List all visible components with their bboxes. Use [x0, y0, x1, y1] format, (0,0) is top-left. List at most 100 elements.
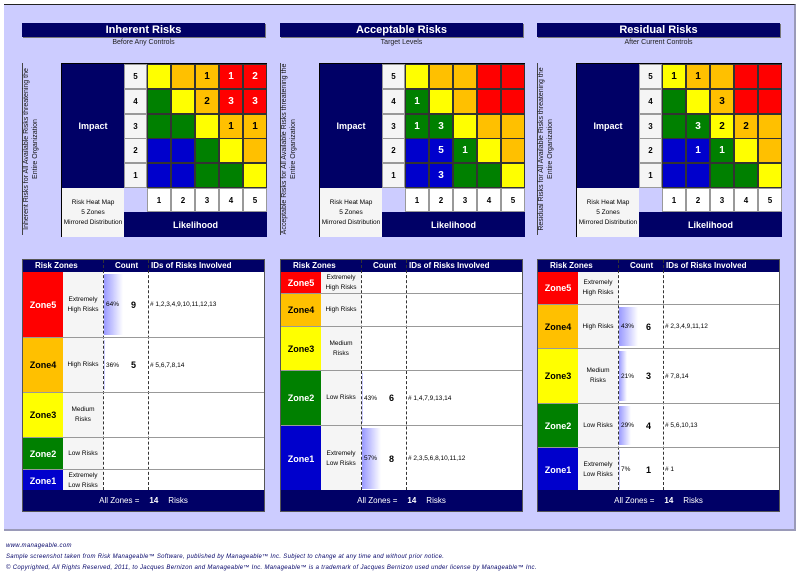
- heat-map-cell[interactable]: 3: [686, 113, 710, 139]
- heat-map-cell[interactable]: 1: [195, 64, 219, 89]
- heat-map-cell[interactable]: [686, 163, 710, 189]
- table-row[interactable]: Zone5 Extremely High Risks: [538, 272, 779, 305]
- heat-map-cell[interactable]: [501, 64, 525, 89]
- heat-map-cell[interactable]: 1: [662, 64, 686, 89]
- footer-url[interactable]: www.manageable.com: [6, 543, 72, 549]
- heat-map-cell[interactable]: 5: [429, 138, 453, 164]
- heat-map-cell[interactable]: [758, 64, 782, 89]
- heat-map-cell[interactable]: 1: [405, 88, 429, 114]
- heat-map-cell[interactable]: [147, 138, 171, 164]
- heat-map-cell[interactable]: [734, 64, 758, 89]
- heat-map-cell[interactable]: [243, 138, 267, 164]
- table-row[interactable]: Zone3 Medium Risks 21% 3 # 7,8,14: [538, 349, 779, 404]
- heat-map-cell[interactable]: [147, 88, 171, 114]
- table-row[interactable]: Zone2 Low Risks 29% 4 # 5,6,10,13: [538, 404, 779, 448]
- table-row[interactable]: Zone1 Extremely Low Risks: [23, 470, 264, 492]
- heat-map-cell[interactable]: [243, 163, 267, 189]
- heat-map-cell[interactable]: 1: [219, 113, 243, 139]
- total-count: 14: [407, 496, 417, 505]
- heat-map-cell[interactable]: [171, 113, 195, 139]
- table-row[interactable]: Zone3 Medium Risks: [23, 393, 264, 438]
- heat-map-cell[interactable]: [147, 113, 171, 139]
- heat-map-cell[interactable]: [453, 113, 477, 139]
- heat-map-cell[interactable]: [710, 163, 734, 189]
- table-row[interactable]: Zone2 Low Risks: [23, 438, 264, 470]
- heat-map-cell[interactable]: 3: [710, 88, 734, 114]
- heat-map-cell[interactable]: 1: [453, 138, 477, 164]
- heat-map-cell[interactable]: [195, 163, 219, 189]
- impact-axis-label: Impact: [62, 64, 124, 188]
- heat-map-cell[interactable]: [734, 88, 758, 114]
- heat-map-cell[interactable]: 1: [710, 138, 734, 164]
- heat-map-cell[interactable]: [501, 88, 525, 114]
- heat-map-cell[interactable]: [686, 88, 710, 114]
- heat-map-cell[interactable]: [195, 113, 219, 139]
- heat-map-cell[interactable]: 1: [686, 138, 710, 164]
- table-row[interactable]: Zone4 High Risks 36% 5 # 5,6,7,8,14: [23, 338, 264, 393]
- table-row[interactable]: Zone1 Extremely Low Risks 7% 1 # 1: [538, 448, 779, 492]
- heat-map-cell[interactable]: [758, 163, 782, 189]
- heat-map-cell[interactable]: [429, 64, 453, 89]
- table-header: Risk Zones Count IDs of Risks Involved: [281, 260, 522, 272]
- count: 3: [646, 371, 652, 381]
- heat-map-cell[interactable]: [477, 163, 501, 189]
- heat-map-cell[interactable]: [195, 138, 219, 164]
- heat-map-cell[interactable]: [429, 88, 453, 114]
- heat-map-cell[interactable]: [171, 163, 195, 189]
- heat-map-cell[interactable]: [477, 88, 501, 114]
- heat-map-cell[interactable]: 3: [219, 88, 243, 114]
- heat-map-cell[interactable]: 3: [243, 88, 267, 114]
- heat-map-cell[interactable]: 3: [429, 163, 453, 189]
- heat-map-cell[interactable]: [453, 64, 477, 89]
- heat-map-cell[interactable]: [710, 64, 734, 89]
- table-row[interactable]: Zone4 High Risks: [281, 294, 522, 327]
- heat-map-cell[interactable]: [662, 88, 686, 114]
- heat-map-cell[interactable]: [477, 138, 501, 164]
- heat-map-cell[interactable]: 2: [243, 64, 267, 89]
- heat-map-cell[interactable]: [662, 113, 686, 139]
- heat-map-cell[interactable]: 1: [243, 113, 267, 139]
- table-row[interactable]: Zone3 Medium Risks: [281, 327, 522, 371]
- table-row[interactable]: Zone5 Extremely High Risks 64% 9 # 1,2,3…: [23, 272, 264, 338]
- heat-map-cell[interactable]: [501, 163, 525, 189]
- count: 6: [646, 321, 652, 332]
- heat-map-cell[interactable]: [477, 113, 501, 139]
- heat-map-cell[interactable]: [171, 64, 195, 89]
- percent-bar: [619, 351, 627, 401]
- heat-map-cell[interactable]: 3: [429, 113, 453, 139]
- heat-map-cell[interactable]: [405, 138, 429, 164]
- heat-map-cell[interactable]: [219, 163, 243, 189]
- heat-map-cell[interactable]: [453, 88, 477, 114]
- heat-map-cell[interactable]: [662, 138, 686, 164]
- table-row[interactable]: Zone2 Low Risks 43% 6 # 1,4,7,9,13,14: [281, 371, 522, 426]
- heat-map-cell[interactable]: [219, 138, 243, 164]
- table-row[interactable]: Zone4 High Risks 43% 6 # 2,3,4,9,11,12: [538, 305, 779, 349]
- heat-map-cell[interactable]: 2: [710, 113, 734, 139]
- heat-map-cell[interactable]: [734, 163, 758, 189]
- count: 5: [131, 360, 137, 370]
- heat-map-cell[interactable]: 2: [195, 88, 219, 114]
- heat-map-cell[interactable]: 1: [219, 64, 243, 89]
- heat-map-cell[interactable]: [405, 163, 429, 189]
- heat-map-cell[interactable]: [501, 113, 525, 139]
- heat-map-cell[interactable]: [147, 163, 171, 189]
- heat-map-cell[interactable]: [453, 163, 477, 189]
- table-row[interactable]: Zone5 Extremely High Risks: [281, 272, 522, 294]
- heat-map-cell[interactable]: [758, 88, 782, 114]
- heat-map-cell[interactable]: [147, 64, 171, 89]
- heat-map-cell[interactable]: [758, 113, 782, 139]
- heat-map-cell[interactable]: [405, 64, 429, 89]
- heat-map-cell[interactable]: 1: [405, 113, 429, 139]
- column-divider: [406, 260, 407, 490]
- heat-map-cell[interactable]: [758, 138, 782, 164]
- zone-label: Zone2: [281, 371, 321, 425]
- heat-map-cell[interactable]: [171, 88, 195, 114]
- heat-map-cell[interactable]: [501, 138, 525, 164]
- heat-map-cell[interactable]: [477, 64, 501, 89]
- heat-map-cell[interactable]: [662, 163, 686, 189]
- heat-map-cell[interactable]: [171, 138, 195, 164]
- heat-map-cell[interactable]: [734, 138, 758, 164]
- table-row[interactable]: Zone1 Extremely Low Risks 57% 8 # 2,3,5,…: [281, 426, 522, 492]
- heat-map-cell[interactable]: 1: [686, 64, 710, 89]
- heat-map-cell[interactable]: 2: [734, 113, 758, 139]
